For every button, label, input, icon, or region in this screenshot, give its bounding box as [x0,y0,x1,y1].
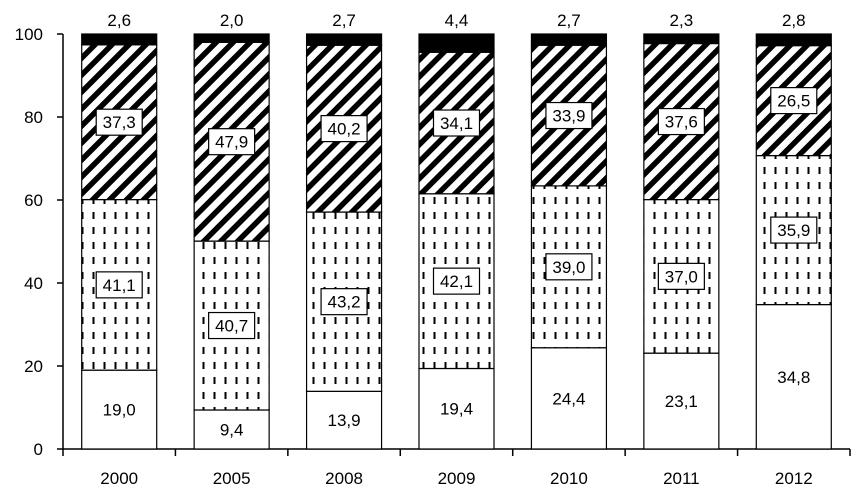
data-label-box [95,108,143,136]
data-label: 2,0 [220,11,244,30]
bar-segment [643,352,720,450]
bar-segment [643,33,720,45]
bar-segment [418,367,495,450]
x-tick-label: 2005 [213,469,251,488]
data-label: 40,7 [215,317,248,336]
data-label: 34,8 [777,368,810,387]
data-label: 37,0 [665,267,698,286]
x-tick-label: 2012 [775,469,813,488]
x-tick-label: 2009 [438,469,476,488]
data-label: 26,5 [777,92,810,111]
data-label: 13,9 [328,411,361,430]
data-label-box [208,128,256,156]
y-tick-label: 60 [24,191,43,210]
data-label-box [95,271,143,299]
x-tick-label: 2010 [550,469,588,488]
data-label: 37,6 [665,113,698,132]
y-tick-label: 0 [34,440,43,459]
y-tick-label: 40 [24,274,43,293]
data-label: 19,4 [440,400,473,419]
data-label: 40,2 [328,120,361,139]
data-label: 23,1 [665,392,698,411]
data-label-box [657,262,705,290]
bar-segment [81,369,158,450]
x-tick-label: 2008 [325,469,363,488]
data-label: 42,1 [440,272,473,291]
bar-segment [755,303,832,450]
bar-segment [530,347,608,450]
y-tick-label: 20 [24,357,43,376]
data-label: 2,3 [670,11,694,30]
bar-segment [193,409,270,450]
data-label: 37,3 [103,113,136,132]
data-label-box [432,109,481,137]
y-tick-label: 80 [24,108,43,127]
data-label: 2,6 [107,11,131,30]
data-label: 34,1 [440,114,473,133]
data-label: 2,8 [782,11,806,30]
data-label-box [432,267,481,295]
data-label-box [208,311,256,340]
x-tick-label: 2011 [663,469,700,488]
data-label: 47,9 [215,133,248,152]
data-label: 24,4 [552,389,585,408]
data-label-box [657,107,705,136]
data-label: 39,0 [552,258,585,277]
data-label: 4,4 [445,11,469,30]
data-label-box [770,216,818,244]
bar-segment [418,33,495,53]
data-label-box [770,87,818,115]
data-label-box [320,288,368,316]
data-label: 2,7 [557,11,581,30]
data-label: 19,0 [103,401,136,420]
data-label: 33,9 [552,107,585,126]
data-label: 41,1 [103,276,136,295]
bar-segment [81,33,158,46]
data-label: 9,4 [220,420,244,439]
data-label: 2,7 [332,11,356,30]
bar-segment [193,33,270,43]
bar-segment [305,33,383,46]
data-label-box [320,115,368,143]
y-tick-label: 100 [15,25,43,44]
x-tick-label: 2000 [100,469,138,488]
bar-segment [530,33,608,46]
data-label: 43,2 [328,293,361,312]
data-label-box [545,253,593,281]
data-label-box [545,101,593,130]
data-label: 35,9 [777,221,810,240]
bar-segment [755,33,832,47]
